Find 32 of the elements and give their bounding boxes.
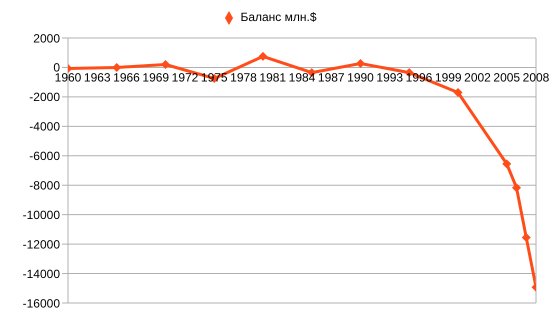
x-tick-label: 1984 <box>288 70 316 84</box>
point <box>258 52 268 61</box>
x-tick-label: 1990 <box>347 70 374 84</box>
point <box>112 62 122 72</box>
x-tick-label: 1972 <box>172 70 199 84</box>
legend-label: Баланс млн.$ <box>240 10 317 24</box>
y-tick-label: -2000 <box>29 90 60 104</box>
y-tick-label: -8000 <box>29 178 60 192</box>
point <box>161 60 170 69</box>
x-tick-label: 1978 <box>230 70 258 84</box>
point <box>454 88 462 97</box>
x-tick-label: 1963 <box>84 70 111 84</box>
y-tick-label: -10000 <box>22 208 60 222</box>
y-tick-label: -12000 <box>22 237 60 252</box>
x-tick-label: 2002 <box>464 70 492 84</box>
y-tick-label: -6000 <box>29 149 60 164</box>
x-tick-label: 2008 <box>522 70 550 84</box>
x-tick-label: 1969 <box>142 70 170 84</box>
point <box>356 58 365 68</box>
y-tick-label: -14000 <box>22 266 60 281</box>
y-tick-label: 2000 <box>33 31 60 46</box>
x-tick-label: 1987 <box>318 70 345 84</box>
x-tick-label: 2005 <box>493 70 520 84</box>
x-tick-label: 1999 <box>434 70 462 84</box>
x-tick-label: 1993 <box>376 70 404 84</box>
x-tick-label: 1966 <box>113 70 140 84</box>
point <box>522 232 531 242</box>
point <box>512 183 521 192</box>
point <box>502 159 512 168</box>
y-tick-label: -16000 <box>22 296 60 310</box>
x-tick-label: 1981 <box>259 70 286 84</box>
y-tick-label: -4000 <box>29 120 60 134</box>
